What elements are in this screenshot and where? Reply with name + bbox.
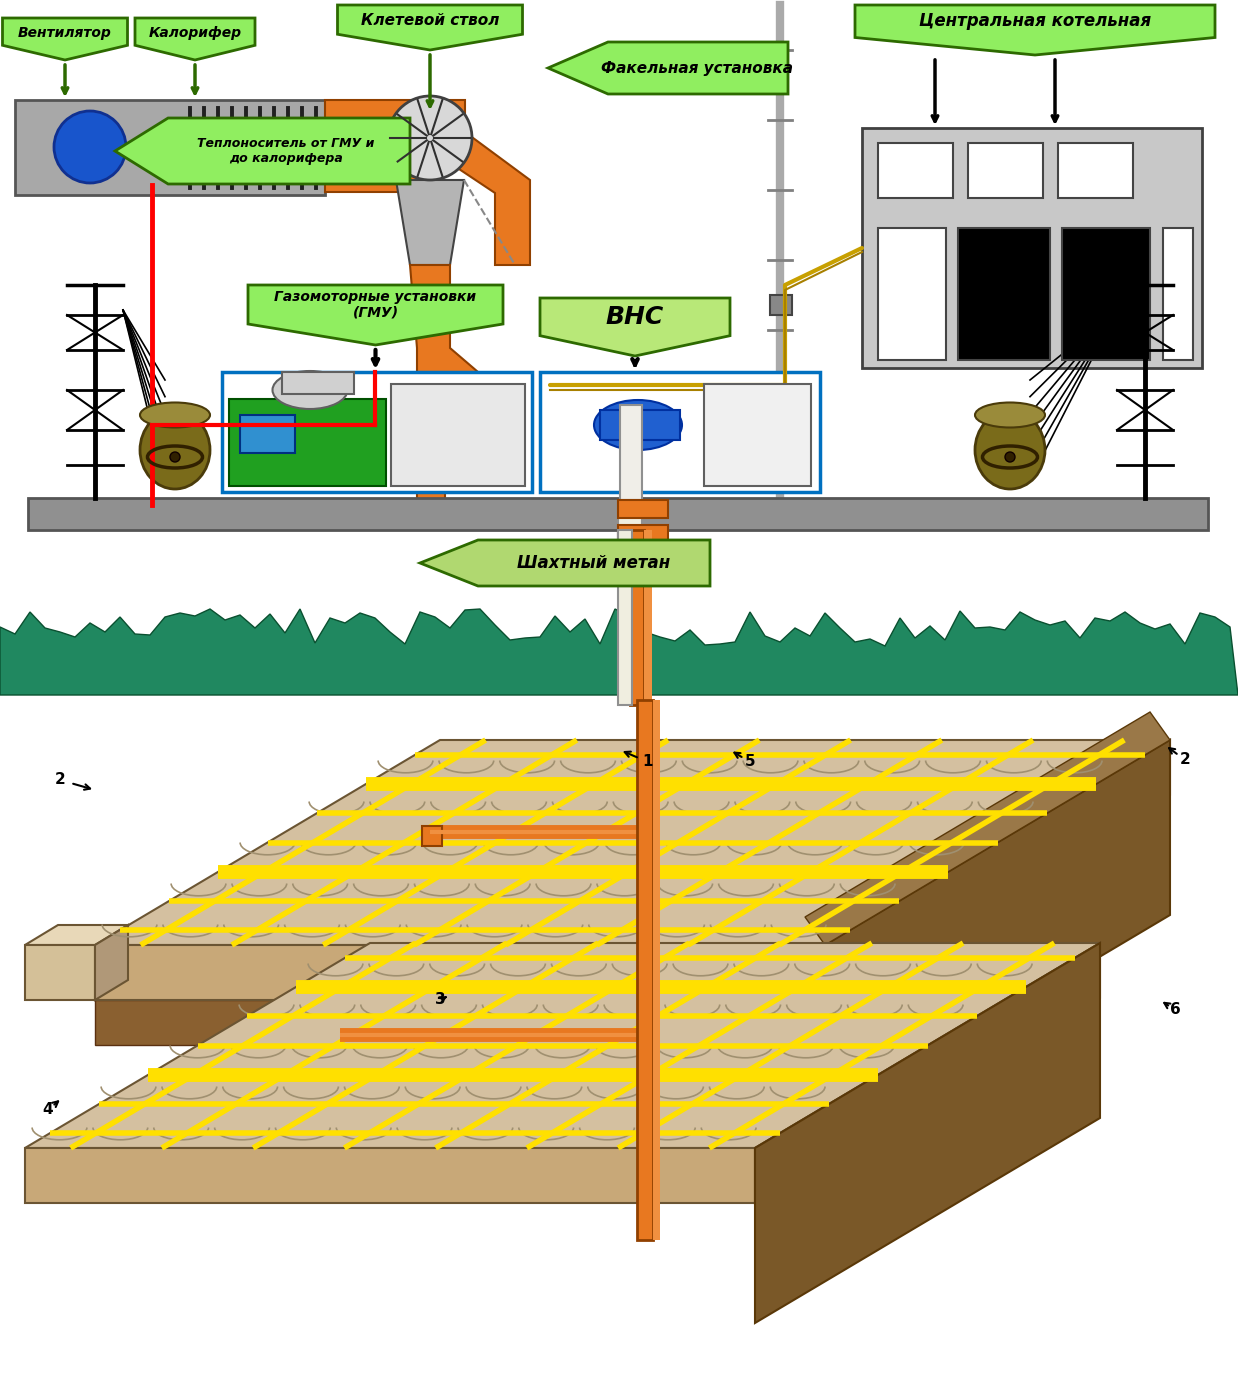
Text: 1: 1 [643,754,654,770]
FancyBboxPatch shape [229,400,386,486]
Ellipse shape [1005,452,1015,462]
Bar [652,700,660,1240]
Text: Клетевой ствол: Клетевой ствол [360,14,499,28]
Bar [620,405,643,505]
Text: ВНС: ВНС [605,305,664,329]
Polygon shape [338,6,522,50]
Polygon shape [135,18,255,60]
Polygon shape [0,617,1238,695]
Polygon shape [855,6,1214,56]
Text: Центральная котельная: Центральная котельная [919,13,1151,31]
Polygon shape [755,942,1101,1203]
FancyBboxPatch shape [391,384,525,486]
Bar [618,530,633,704]
Circle shape [387,96,472,180]
Bar [28,498,1208,530]
Text: 4: 4 [42,1102,53,1118]
Bar [968,143,1042,198]
Polygon shape [248,285,503,345]
Polygon shape [540,298,730,356]
FancyBboxPatch shape [704,384,811,486]
Bar [417,405,444,521]
Ellipse shape [170,452,180,462]
Polygon shape [95,926,128,999]
FancyBboxPatch shape [15,100,326,195]
Polygon shape [95,741,1170,945]
Bar [240,415,295,452]
Bar [878,228,946,361]
Polygon shape [755,942,1101,1322]
Text: Вентилятор: Вентилятор [19,25,111,40]
Text: Шахтный метан: Шахтный метан [517,554,671,572]
Polygon shape [825,741,1170,999]
Bar [422,827,442,846]
Polygon shape [25,942,1101,1148]
Bar [618,500,669,518]
Text: 2: 2 [1180,753,1191,767]
Polygon shape [396,180,464,264]
Bar [644,530,652,704]
Text: 6: 6 [1170,1002,1180,1018]
Polygon shape [825,741,1170,1121]
Bar [638,700,652,1240]
Polygon shape [95,795,1170,999]
Polygon shape [326,100,530,264]
FancyBboxPatch shape [540,372,820,491]
Ellipse shape [140,402,210,427]
FancyBboxPatch shape [862,128,1202,367]
Ellipse shape [140,411,210,489]
Polygon shape [25,926,128,945]
Bar [282,372,354,394]
Text: Калорифер: Калорифер [149,25,241,40]
Polygon shape [410,264,478,405]
Ellipse shape [976,402,1045,427]
Polygon shape [95,945,825,999]
Ellipse shape [54,111,126,182]
Bar [1162,228,1193,361]
Polygon shape [548,42,789,95]
Text: Газомоторные установки
(ГМУ): Газомоторные установки (ГМУ) [275,290,477,320]
Polygon shape [2,18,128,60]
Text: Факельная установка: Факельная установка [600,60,792,75]
Bar [958,228,1050,361]
Polygon shape [115,118,410,184]
Bar [878,143,953,198]
Text: 5: 5 [745,754,755,770]
Bar [1058,143,1133,198]
Polygon shape [25,1148,755,1203]
Bar [618,500,643,550]
Bar [1062,228,1150,361]
FancyBboxPatch shape [222,372,532,491]
Text: 3: 3 [435,992,446,1008]
Bar [630,530,644,704]
Polygon shape [0,610,1238,695]
Text: Теплоноситель от ГМУ и
до калорифера: Теплоноситель от ГМУ и до калорифера [197,136,375,166]
Bar [770,295,792,315]
Ellipse shape [594,400,682,450]
Text: 2: 2 [54,773,66,788]
Ellipse shape [272,372,348,409]
Polygon shape [805,711,1170,945]
Bar [618,525,669,541]
Polygon shape [25,945,95,999]
Polygon shape [420,540,711,586]
Bar [600,411,680,440]
Ellipse shape [976,411,1045,489]
Polygon shape [95,999,825,1045]
